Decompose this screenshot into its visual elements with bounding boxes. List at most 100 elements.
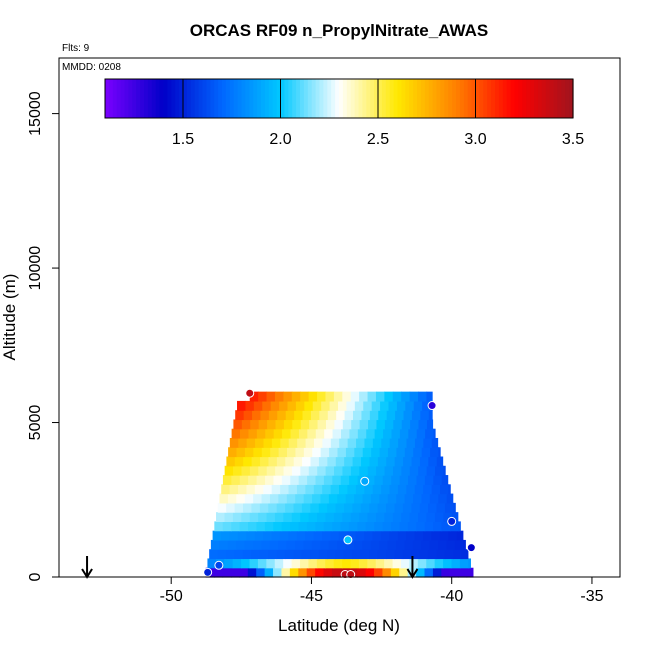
heatmap-cell: [320, 539, 330, 550]
heatmap-cell: [241, 465, 251, 476]
colorbar-tick-label: 2.0: [269, 131, 291, 148]
heatmap-cell: [423, 437, 433, 448]
heatmap-cell: [466, 567, 474, 578]
heatmap-cell: [232, 558, 242, 569]
heatmap-cell: [246, 484, 256, 495]
heatmap-cell: [392, 558, 402, 569]
heatmap-cell: [311, 539, 321, 550]
heatmap-cell: [401, 512, 411, 522]
heatmap-cell: [408, 475, 418, 485]
heatmap-cell: [456, 530, 464, 541]
heatmap-cell: [392, 391, 402, 402]
heatmap-cell: [286, 493, 296, 504]
heatmap-cell: [401, 465, 411, 476]
colorbar-swatch: [280, 79, 285, 118]
heatmap-cell: [359, 512, 369, 522]
heatmap-cell: [409, 465, 419, 476]
heatmap-cell: [325, 512, 335, 522]
heatmap-cell: [381, 484, 391, 495]
heatmap-cell: [435, 465, 445, 476]
heatmap-cell: [308, 558, 318, 569]
colorbar-swatch: [557, 79, 562, 118]
colorbar-swatch: [530, 79, 535, 118]
heatmap-cell: [389, 484, 399, 495]
colorbar-swatch: [331, 79, 336, 118]
heatmap-cell: [245, 400, 255, 411]
heatmap-cell: [391, 475, 401, 485]
colorbar-tick-label: 3.5: [562, 131, 584, 148]
colorbar-tick-label: 3.0: [464, 131, 486, 148]
heatmap-cell: [345, 539, 355, 550]
heatmap-cell: [318, 549, 328, 560]
heatmap-cell: [251, 549, 261, 560]
heatmap-cell: [335, 456, 345, 467]
heatmap-cell: [339, 484, 349, 495]
heatmap-cell: [327, 410, 337, 421]
heatmap-cell: [298, 521, 308, 532]
colorbar-swatch: [249, 79, 254, 118]
colorbar-swatch: [549, 79, 555, 118]
heatmap-cell: [329, 400, 339, 411]
heatmap-cell: [451, 512, 459, 522]
heatmap-cell: [209, 549, 219, 560]
heatmap-cell: [236, 539, 246, 550]
heatmap-cell: [352, 549, 362, 560]
heatmap-cell: [310, 549, 320, 560]
heatmap-cell: [353, 410, 363, 421]
heatmap-cell: [430, 447, 440, 458]
heatmap-cell: [369, 456, 379, 467]
heatmap-cell: [231, 521, 241, 532]
heatmap-cell: [242, 549, 252, 560]
colorbar-swatch: [534, 79, 539, 118]
heatmap-cell: [418, 512, 428, 522]
heatmap-cell: [290, 428, 300, 439]
colorbar-swatch: [237, 79, 243, 118]
heatmap-cell: [404, 539, 414, 550]
heatmap-cell: [395, 410, 405, 421]
heatmap-cell: [258, 419, 268, 430]
heatmap-cell: [315, 521, 325, 532]
colorbar-swatch: [381, 79, 387, 118]
colorbar-swatch: [526, 79, 531, 118]
colorbar-swatch: [479, 79, 484, 118]
heatmap-cell: [303, 447, 313, 458]
heatmap-cell: [359, 465, 369, 476]
heatmap-cell: [424, 475, 434, 485]
heatmap-cell: [382, 567, 392, 578]
colorbar-swatch: [105, 79, 110, 118]
heatmap-cell: [256, 475, 266, 485]
colorbar-swatch: [405, 79, 410, 118]
heatmap-cell: [302, 410, 312, 421]
heatmap-cell: [335, 502, 345, 513]
heatmap-cell: [263, 484, 273, 495]
heatmap-cell: [232, 512, 242, 522]
heatmap-cell: [226, 456, 236, 467]
colorbar-swatch: [144, 79, 149, 118]
colorbar-swatch: [354, 79, 360, 118]
colorbar-swatch: [487, 79, 492, 118]
heatmap-cell: [334, 419, 344, 430]
heatmap-cell: [375, 391, 385, 402]
heatmap-cell: [290, 521, 300, 532]
heatmap-cell: [312, 493, 322, 504]
heatmap-cell: [361, 410, 371, 421]
colorbar-swatch: [300, 79, 305, 118]
colorbar-swatch: [463, 79, 469, 118]
heatmap-cell: [318, 502, 328, 513]
heatmap-cell: [219, 493, 229, 504]
heatmap-cell: [436, 549, 446, 560]
heatmap-cell: [331, 567, 341, 578]
heatmap-cell: [316, 558, 326, 569]
heatmap-cell: [413, 447, 423, 458]
heatmap-cell: [365, 521, 375, 532]
heatmap-cell: [226, 502, 236, 513]
colorbar-swatch: [541, 79, 547, 118]
heatmap-cell: [365, 567, 375, 578]
colorbar-swatch: [210, 79, 215, 118]
heatmap-cell: [369, 502, 379, 513]
heatmap-cell: [426, 465, 436, 476]
colorbar-swatch: [471, 79, 477, 118]
heatmap-cell: [234, 502, 244, 513]
colorbar-swatch: [167, 79, 172, 118]
heatmap-cell: [224, 512, 234, 522]
